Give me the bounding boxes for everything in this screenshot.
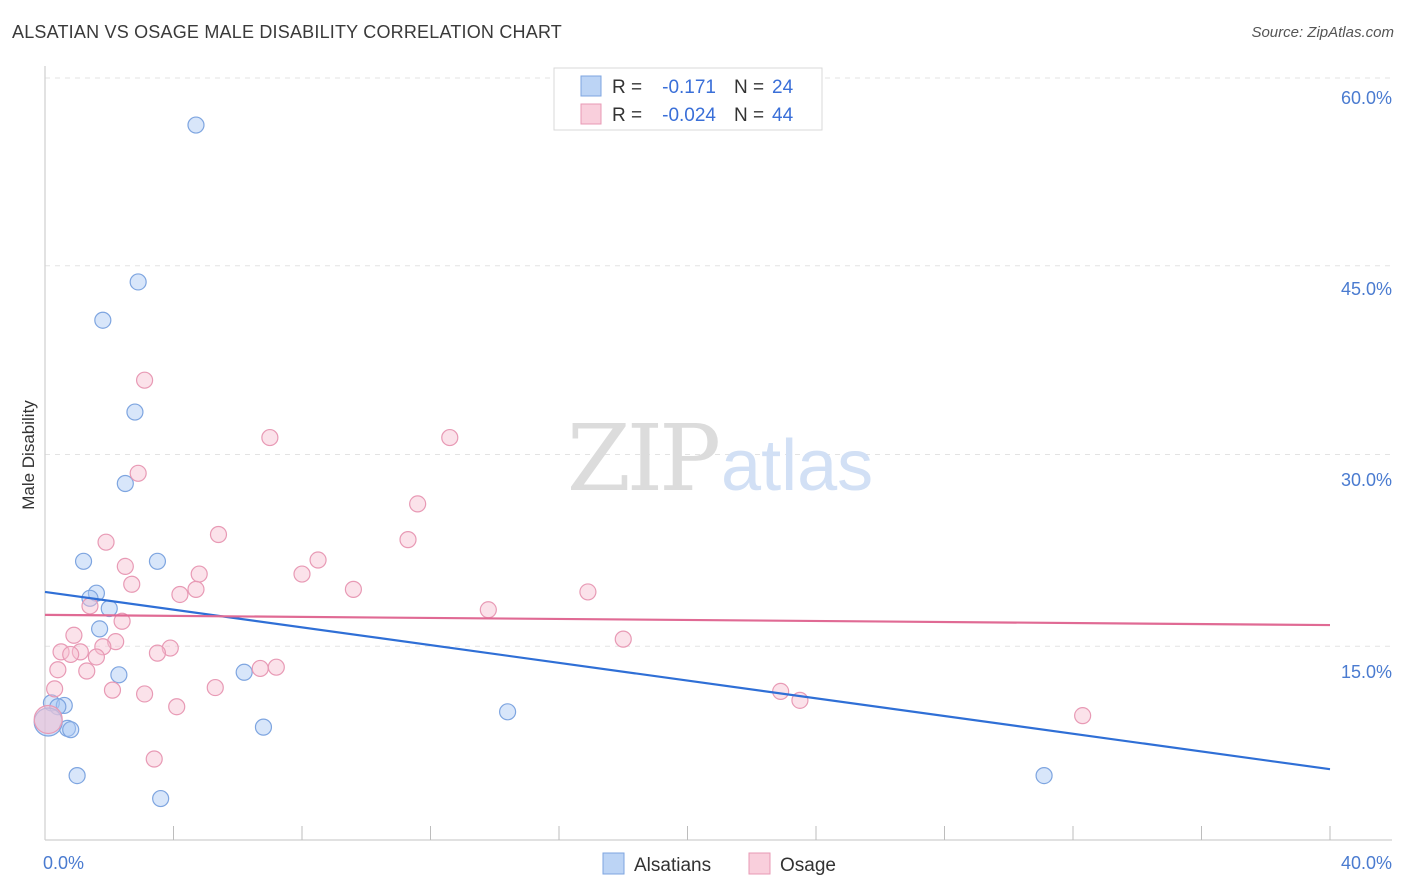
point-osage-14: [187, 580, 205, 598]
point-osage-25: [52, 643, 70, 661]
point-alsatians-22: [1035, 766, 1053, 785]
series-osage-points: [33, 371, 1092, 768]
point-osage-30: [49, 661, 67, 679]
point-alsatians-4: [116, 474, 134, 493]
y-tick-label-2: 45.0%: [1341, 279, 1392, 299]
x-tick-label-1: 40.0%: [1341, 853, 1392, 873]
series-legend: Alsatians Osage: [602, 852, 836, 876]
bottom-legend-label-osage: Osage: [780, 855, 836, 876]
point-osage-40: [168, 698, 186, 716]
stats-legend: R = -0.171 N = 24 R = -0.024 N = 44: [553, 67, 823, 131]
legend-n-value-alsatians: 24: [772, 77, 794, 98]
point-osage-38: [772, 682, 790, 701]
point-alsatians-18: [254, 718, 273, 736]
point-osage-29: [87, 648, 106, 666]
point-osage-20: [65, 626, 83, 644]
point-osage-31: [78, 662, 96, 680]
point-osage-10: [190, 565, 208, 583]
point-alsatians-5: [74, 552, 93, 570]
point-osage-7: [97, 533, 115, 551]
point-osage-28: [62, 645, 80, 664]
y-axis-label: Male Disability: [19, 400, 38, 510]
point-osage-36: [103, 681, 122, 699]
watermark: ZIPatlas: [567, 405, 873, 512]
source-label: Source: ZipAtlas.com: [1251, 24, 1394, 41]
point-osage-16: [579, 583, 597, 601]
point-alsatians-3: [126, 403, 144, 421]
point-alsatians-6: [148, 552, 167, 570]
point-osage-34: [206, 678, 224, 697]
point-osage-19: [113, 612, 131, 630]
point-alsatians-2: [94, 311, 112, 329]
bottom-legend-label-alsatians: Alsatians: [634, 855, 711, 876]
point-osage-6: [399, 531, 417, 549]
point-alsatians-20: [68, 766, 86, 785]
bottom-legend-swatch-osage: [748, 852, 771, 875]
point-osage-9: [116, 557, 134, 576]
y-tick-labels: 15.0% 30.0% 45.0% 60.0%: [1341, 88, 1392, 682]
point-alsatians-10: [91, 620, 109, 638]
point-osage-37: [135, 685, 154, 703]
trend-lines: [44, 590, 1331, 771]
legend-r-label-osage: R =: [612, 105, 642, 126]
point-osage-26: [71, 643, 89, 661]
point-alsatians-21: [152, 789, 170, 808]
point-osage-24: [161, 639, 179, 657]
axes: [44, 66, 1392, 841]
series-alsatians-points: [33, 116, 1053, 808]
watermark-zip: ZIP: [567, 405, 718, 512]
point-osage-23: [614, 630, 632, 648]
legend-n-label-alsatians: N =: [734, 77, 764, 98]
point-osage-5: [209, 525, 228, 544]
bottom-legend-swatch-alsatians: [602, 852, 625, 875]
point-osage-22: [94, 638, 112, 656]
y-tick-label-1: 30.0%: [1341, 470, 1392, 490]
point-alsatians-12: [235, 663, 253, 681]
gridlines: [45, 77, 1392, 647]
point-alsatians-19: [499, 703, 517, 721]
point-osage-18: [479, 601, 497, 619]
y-tick-label-3: 60.0%: [1341, 88, 1392, 108]
legend-swatch-alsatians: [580, 75, 602, 97]
point-osage-0: [135, 371, 154, 389]
point-osage-8: [309, 551, 327, 569]
point-alsatians-9: [100, 599, 118, 618]
point-alsatians-14: [55, 696, 73, 715]
point-osage-27: [148, 644, 167, 662]
point-osage-15: [171, 585, 189, 604]
point-osage-3: [129, 464, 147, 482]
point-osage-1: [261, 428, 279, 447]
x-tick-labels: 0.0% 40.0%: [43, 853, 1392, 873]
legend-n-label-osage: N =: [734, 105, 764, 126]
trend-line-alsatians: [44, 590, 1331, 771]
legend-r-value-alsatians: -0.171: [662, 77, 716, 98]
point-osage-21: [107, 633, 125, 651]
point-osage-17: [81, 597, 99, 615]
legend-n-value-osage: 44: [772, 105, 794, 126]
point-alsatians-11: [110, 666, 128, 684]
watermark-atlas: atlas: [721, 426, 873, 506]
point-osage-4: [409, 495, 427, 513]
point-alsatians-0: [187, 116, 205, 134]
point-alsatians-1: [129, 273, 147, 291]
point-osage-12: [123, 575, 141, 593]
chart-title: ALSATIAN VS OSAGE MALE DISABILITY CORREL…: [12, 22, 563, 42]
point-osage-33: [267, 658, 285, 676]
point-osage-2: [441, 428, 459, 447]
trend-line-osage: [44, 613, 1331, 627]
point-osage-43: [33, 704, 63, 735]
point-alsatians-17: [62, 721, 80, 739]
point-osage-32: [251, 659, 269, 678]
point-osage-42: [145, 750, 163, 768]
y-tick-label-0: 15.0%: [1341, 662, 1392, 682]
x-tick-label-0: 0.0%: [43, 853, 84, 873]
legend-r-value-osage: -0.024: [662, 105, 716, 126]
legend-r-label-alsatians: R =: [612, 77, 642, 98]
point-osage-13: [344, 580, 362, 598]
point-osage-35: [46, 680, 64, 698]
legend-swatch-osage: [580, 103, 602, 125]
point-osage-41: [1074, 707, 1092, 725]
point-osage-11: [293, 565, 311, 583]
